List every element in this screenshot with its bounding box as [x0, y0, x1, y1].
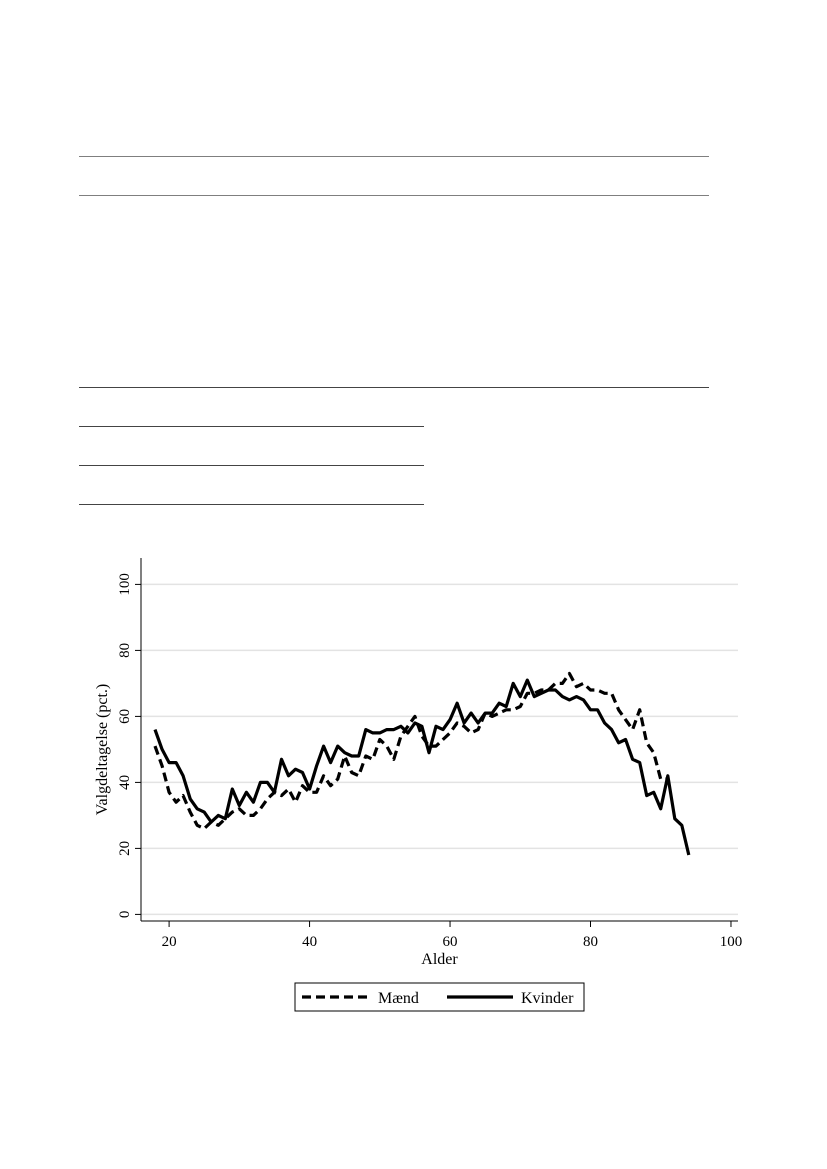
y-tick-label-40: 40: [117, 775, 133, 790]
legend: Mænd Kvinder: [294, 982, 585, 1012]
x-axis-label: Alder: [421, 951, 458, 968]
grid-lines: [141, 583, 738, 916]
footnote-rule-2: [79, 465, 424, 466]
y-tick-label-20: 20: [117, 841, 133, 856]
series-lines: [153, 671, 691, 856]
legend-label-kvinder: Kvinder: [521, 990, 574, 1007]
legend-box: [294, 982, 585, 1012]
x-tick-label-80: 80: [583, 934, 598, 950]
y-tick-label-60: 60: [117, 709, 133, 724]
footnote-rule-3: [79, 504, 424, 505]
y-tick-label-100: 100: [117, 573, 133, 596]
legend-label-maend: Mænd: [378, 990, 419, 1007]
axes: 0 20 40 60 80 100 20 40 60 80 100: [117, 558, 742, 950]
table-top-rule: [79, 156, 709, 157]
series-line-kvinder: [153, 678, 691, 856]
y-axis-label: Valgdeltagelse (pct.): [94, 684, 111, 816]
footnote-rule-1: [79, 426, 424, 427]
x-tick-label-20: 20: [162, 934, 177, 950]
table-header-rule: [79, 195, 709, 196]
x-tick-label-60: 60: [443, 934, 458, 950]
y-tick-label-80: 80: [117, 643, 133, 658]
series-line-maend: [153, 671, 668, 831]
x-tick-label-40: 40: [302, 934, 317, 950]
y-tick-label-0: 0: [117, 911, 133, 919]
x-tick-label-100: 100: [720, 934, 743, 950]
table-bottom-rule: [79, 387, 709, 388]
